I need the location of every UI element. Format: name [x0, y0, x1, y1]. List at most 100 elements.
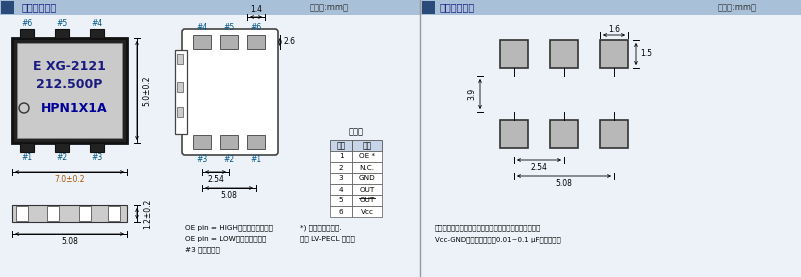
Bar: [330, 162, 352, 173]
Bar: [330, 151, 352, 162]
Bar: [247, 135, 265, 149]
Text: 7.0±0.2: 7.0±0.2: [54, 175, 85, 183]
Text: 2.54: 2.54: [530, 163, 547, 171]
Bar: [193, 135, 211, 149]
Bar: [500, 40, 528, 68]
Text: #2: #2: [56, 153, 67, 163]
Text: Vcc: Vcc: [360, 209, 373, 214]
Bar: [352, 140, 382, 151]
Bar: [0, 0, 420, 15]
Bar: [352, 151, 382, 162]
Text: 5: 5: [339, 198, 344, 204]
Text: 1.4: 1.4: [250, 6, 262, 14]
Text: 2.54: 2.54: [207, 175, 224, 183]
Text: #4: #4: [196, 22, 207, 32]
Bar: [79, 206, 91, 221]
Bar: [352, 184, 382, 195]
Text: HPN1X1A: HPN1X1A: [41, 101, 108, 114]
Bar: [220, 135, 238, 149]
Text: #3 连接到外光: #3 连接到外光: [185, 247, 220, 253]
Bar: [0, 15, 420, 277]
Text: OE pin = LOW：输出为高阻抗: OE pin = LOW：输出为高阻抗: [185, 236, 267, 242]
Text: （只 LV-PECL 输出）: （只 LV-PECL 输出）: [300, 236, 355, 242]
FancyBboxPatch shape: [182, 29, 278, 155]
Text: 5.0±0.2: 5.0±0.2: [143, 75, 151, 106]
Text: 引脚: 引脚: [336, 141, 345, 150]
Text: 6: 6: [339, 209, 344, 214]
Text: 1.2±0.2: 1.2±0.2: [143, 198, 152, 229]
Text: 5.08: 5.08: [220, 191, 237, 199]
Text: #6: #6: [22, 19, 33, 27]
Bar: [330, 140, 352, 151]
Text: 引脚图: 引脚图: [348, 127, 364, 137]
Text: 2: 2: [339, 165, 344, 171]
Bar: [12, 38, 127, 143]
Text: 5.08: 5.08: [556, 178, 573, 188]
Bar: [47, 206, 59, 221]
Text: Vcc-GND之间）添加一个0.01~0.1 μF的去耦电容: Vcc-GND之间）添加一个0.01~0.1 μF的去耦电容: [435, 237, 561, 243]
Text: #5: #5: [223, 22, 235, 32]
Text: 外部尺寸规格: 外部尺寸规格: [22, 2, 57, 12]
Text: 2.6: 2.6: [283, 37, 295, 47]
Bar: [17, 43, 122, 138]
Text: 3: 3: [339, 176, 344, 181]
Text: #1: #1: [251, 155, 262, 165]
Text: （单位:mm）: （单位:mm）: [718, 3, 757, 12]
Bar: [1, 1, 14, 14]
Bar: [422, 1, 435, 14]
Bar: [330, 184, 352, 195]
Text: N.C.: N.C.: [360, 165, 375, 171]
Bar: [20, 29, 34, 38]
Bar: [421, 15, 801, 277]
Text: 212.500P: 212.500P: [36, 78, 103, 91]
Bar: [220, 35, 238, 49]
Bar: [352, 206, 382, 217]
Bar: [177, 54, 183, 64]
Text: 3.9: 3.9: [468, 88, 477, 100]
Bar: [193, 35, 211, 49]
Bar: [20, 143, 34, 152]
Text: 连接: 连接: [362, 141, 372, 150]
Text: #3: #3: [91, 153, 103, 163]
Bar: [330, 195, 352, 206]
Text: 1: 1: [339, 153, 344, 160]
Bar: [352, 195, 382, 206]
Bar: [16, 206, 28, 221]
Text: 4: 4: [339, 186, 344, 193]
Text: 1.5: 1.5: [640, 50, 652, 58]
Bar: [600, 40, 628, 68]
Text: #2: #2: [223, 155, 235, 165]
Bar: [352, 173, 382, 184]
Bar: [90, 29, 104, 38]
Text: （单位:mm）: （单位:mm）: [310, 3, 349, 12]
Text: OUT: OUT: [360, 186, 375, 193]
Bar: [352, 162, 382, 173]
Bar: [500, 120, 528, 148]
Bar: [55, 143, 69, 152]
Text: #6: #6: [251, 22, 262, 32]
Text: #3: #3: [196, 155, 207, 165]
Bar: [421, 0, 801, 15]
Bar: [12, 205, 127, 222]
Bar: [175, 50, 187, 134]
Bar: [90, 143, 104, 152]
Text: E XG-2121: E XG-2121: [33, 60, 106, 73]
Text: 1.6: 1.6: [608, 24, 620, 34]
Text: OUT: OUT: [360, 198, 375, 204]
Text: #1: #1: [22, 153, 33, 163]
Bar: [550, 40, 578, 68]
Text: GND: GND: [359, 176, 376, 181]
Bar: [600, 120, 628, 148]
Bar: [330, 206, 352, 217]
Bar: [330, 173, 352, 184]
Text: OE *: OE *: [359, 153, 375, 160]
Bar: [177, 107, 183, 117]
Text: 推荐焊盘尺寸: 推荐焊盘尺寸: [440, 2, 475, 12]
Text: 为了维持稳定运行，在接近晶体产品的电源输入端处（在: 为了维持稳定运行，在接近晶体产品的电源输入端处（在: [435, 225, 541, 231]
Bar: [247, 35, 265, 49]
Text: #4: #4: [91, 19, 103, 27]
Text: 5.08: 5.08: [61, 237, 78, 245]
Bar: [108, 206, 120, 221]
Bar: [55, 29, 69, 38]
Text: *) 内置的备用功能.: *) 内置的备用功能.: [300, 225, 341, 231]
